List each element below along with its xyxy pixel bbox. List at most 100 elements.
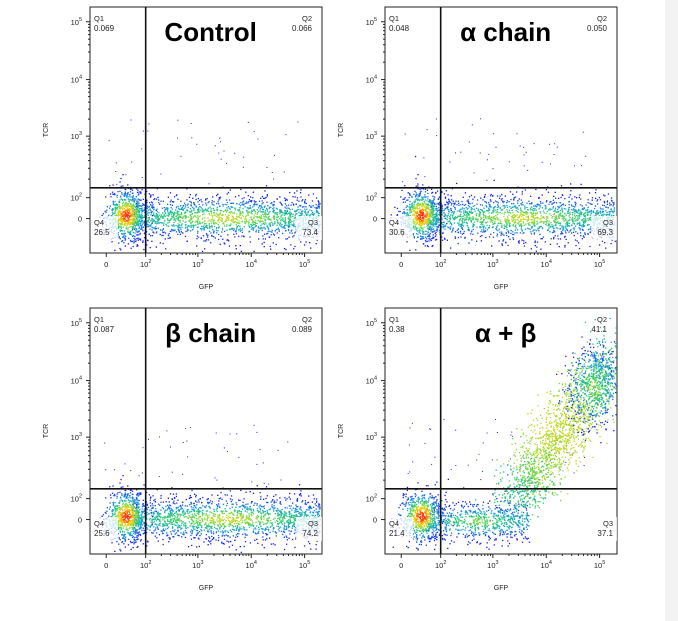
- panel-2: 0 102 103 104 105 0 102 103 104 105 GFP TCR α chain Q…: [338, 6, 618, 291]
- y-tick-label: 0: [373, 215, 377, 224]
- panel-title: α + β: [475, 318, 536, 348]
- quadrant-q2-label: Q20.066: [292, 14, 313, 33]
- x-tick-label: 0: [399, 561, 403, 570]
- panel-1: 0 102 103 104 105 0 102 103 104 105 GFP TCR Control Q…: [43, 6, 323, 291]
- x-tick-label: 103: [192, 560, 203, 570]
- quadrant-percent: 0.048: [389, 24, 410, 33]
- x-tick-label: 0: [104, 561, 108, 570]
- x-tick-label: 104: [541, 560, 552, 570]
- y-tick-label: 0: [78, 516, 82, 525]
- quadrant-label-backdrop: [387, 216, 413, 240]
- event-density-dots: [99, 424, 321, 553]
- quadrant-percent: 0.069: [94, 24, 115, 33]
- quadrant-q1-label: Q10.087: [94, 315, 115, 334]
- x-tick-label: 103: [192, 259, 203, 269]
- panel-3: 0 102 103 104 105 0 102 103 104 105 GFP TCR β chain Q…: [43, 307, 323, 592]
- quadrant-q1-label: Q10.048: [389, 14, 410, 33]
- x-tick-label: 103: [487, 560, 498, 570]
- x-tick-label: 104: [246, 259, 257, 269]
- y-tick-label: 103: [71, 432, 82, 442]
- y-tick-label: 104: [71, 376, 82, 386]
- quadrant-label-backdrop: [387, 517, 413, 541]
- quadrant-name: Q3: [603, 218, 613, 227]
- quadrant-name: Q2: [302, 14, 312, 23]
- x-axis-label: GFP: [494, 284, 509, 291]
- y-tick-label: 105: [71, 318, 82, 328]
- y-tick-label: 0: [373, 516, 377, 525]
- quadrant-percent: 37.1: [597, 529, 613, 538]
- quadrant-q2-label: Q20.089: [292, 315, 313, 334]
- quadrant-percent: 25.6: [94, 529, 110, 538]
- quadrant-percent: 0.050: [587, 24, 608, 33]
- y-tick-label: 105: [71, 17, 82, 27]
- y-tick-label: 103: [71, 131, 82, 141]
- panel-title: α chain: [460, 17, 551, 47]
- y-tick-label: 104: [71, 75, 82, 85]
- quadrant-name: Q4: [389, 218, 399, 227]
- quadrant-name: Q3: [603, 519, 613, 528]
- quadrant-name: Q1: [389, 315, 399, 324]
- quadrant-name: Q4: [94, 519, 104, 528]
- y-tick-label: 103: [366, 432, 377, 442]
- quadrant-percent: 30.6: [389, 228, 405, 237]
- quadrant-percent: 26.5: [94, 228, 110, 237]
- event-density-dots: [390, 317, 617, 551]
- x-tick-label: 103: [487, 259, 498, 269]
- x-tick-label: 102: [140, 259, 151, 269]
- quadrant-percent: 41.1: [591, 325, 607, 334]
- y-axis-label: TCR: [338, 424, 345, 438]
- quadrant-percent: 0.38: [389, 325, 405, 334]
- y-tick-label: 102: [366, 494, 377, 504]
- x-tick-label: 104: [246, 560, 257, 570]
- quadrant-percent: 74.2: [302, 529, 318, 538]
- y-axis-label: TCR: [43, 424, 50, 438]
- quadrant-label-backdrop: [296, 517, 322, 541]
- y-tick-label: 102: [71, 494, 82, 504]
- quadrant-name: Q2: [302, 315, 312, 324]
- y-tick-label: 105: [366, 318, 377, 328]
- quadrant-percent: 21.4: [389, 529, 405, 538]
- quadrant-percent: 73.4: [302, 228, 318, 237]
- y-axis-label: TCR: [43, 123, 50, 137]
- x-tick-label: 104: [541, 259, 552, 269]
- x-tick-label: 102: [140, 560, 151, 570]
- quadrant-percent: 69.3: [597, 228, 613, 237]
- y-tick-label: 103: [366, 131, 377, 141]
- panel-4: 0 102 103 104 105 0 102 103 104 105 GFP TCR α + β Q10…: [338, 307, 618, 592]
- quadrant-label-backdrop: [92, 216, 118, 240]
- x-tick-label: 105: [299, 259, 310, 269]
- quadrant-q1-label: Q10.069: [94, 14, 115, 33]
- quadrant-name: Q3: [308, 519, 318, 528]
- quadrant-name: Q1: [94, 14, 104, 23]
- page-right-margin: [665, 0, 678, 621]
- x-tick-label: 102: [435, 560, 446, 570]
- x-tick-label: 105: [594, 560, 605, 570]
- x-tick-label: 105: [594, 259, 605, 269]
- x-tick-label: 0: [104, 260, 108, 269]
- panel-title: Control: [164, 17, 256, 47]
- y-tick-label: 104: [366, 75, 377, 85]
- quadrant-percent: 0.089: [292, 325, 313, 334]
- y-tick-label: 102: [71, 193, 82, 203]
- x-tick-label: 105: [299, 560, 310, 570]
- quadrant-name: Q4: [94, 218, 104, 227]
- plot-area: [89, 307, 323, 555]
- quadrant-percent: 0.066: [292, 24, 313, 33]
- quadrant-name: Q2: [597, 14, 607, 23]
- x-tick-label: 102: [435, 259, 446, 269]
- quadrant-q2-label: Q20.050: [587, 14, 608, 33]
- y-axis-label: TCR: [338, 123, 345, 137]
- quadrant-label-backdrop: [296, 216, 322, 240]
- quadrant-name: Q4: [389, 519, 399, 528]
- y-tick-label: 105: [366, 17, 377, 27]
- quadrant-q1-label: Q10.38: [389, 315, 405, 334]
- quadrant-name: Q1: [389, 14, 399, 23]
- x-axis-label: GFP: [494, 585, 509, 592]
